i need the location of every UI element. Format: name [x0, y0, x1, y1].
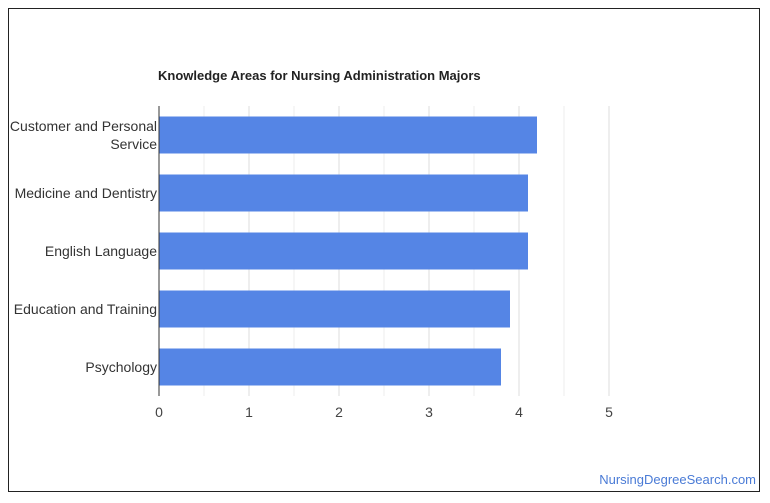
category-label: Medicine and Dentistry [15, 185, 157, 201]
x-tick-label-1: 1 [245, 404, 253, 420]
category-label: Service [110, 136, 157, 152]
bar-0 [159, 116, 537, 154]
bar-1 [159, 174, 528, 212]
category-label: English Language [45, 243, 157, 259]
x-tick-label-2: 2 [335, 404, 343, 420]
category-label: Education and Training [14, 301, 157, 317]
chart-title: Knowledge Areas for Nursing Administrati… [158, 68, 481, 83]
x-tick-label-3: 3 [425, 404, 433, 420]
x-tick-label-0: 0 [155, 404, 163, 420]
bar-3 [159, 290, 510, 328]
bar-4 [159, 348, 501, 386]
category-label: Psychology [85, 359, 157, 375]
category-label: Customer and Personal [10, 118, 157, 134]
bar-2 [159, 232, 528, 270]
x-tick-label-4: 4 [515, 404, 523, 420]
watermark-link[interactable]: NursingDegreeSearch.com [599, 472, 756, 487]
x-tick-label-5: 5 [605, 404, 613, 420]
